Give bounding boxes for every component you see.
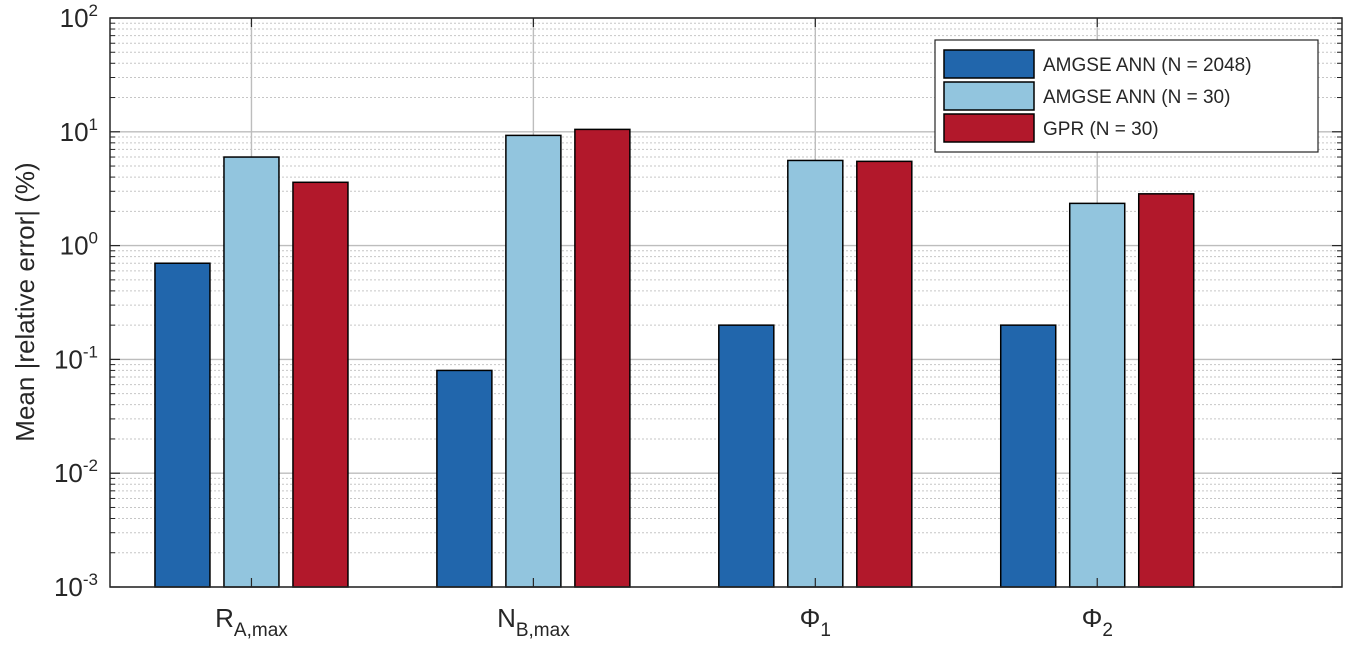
y-tick-base: 10 <box>54 458 83 488</box>
y-tick-label: 102 <box>60 1 98 33</box>
bar <box>574 128 631 588</box>
x-tick-main: Φ <box>800 603 821 633</box>
bar <box>223 156 280 588</box>
legend-label: GPR (N = 30) <box>1043 119 1159 140</box>
legend-swatch <box>943 49 1035 79</box>
bar <box>787 159 844 588</box>
legend-label: AMGSE ANN (N = 2048) <box>1043 55 1252 76</box>
x-tick-subscript: 2 <box>1102 620 1113 641</box>
bar <box>436 369 493 588</box>
x-tick-label: Φ1 <box>800 603 831 641</box>
x-tick-subscript: 1 <box>820 620 831 641</box>
x-tick-label: Φ2 <box>1082 603 1113 641</box>
y-tick-label: 100 <box>60 229 98 261</box>
y-tick-exponent: -2 <box>83 456 98 475</box>
bar <box>856 160 913 588</box>
y-tick-base: 10 <box>54 344 83 374</box>
legend-label: AMGSE ANN (N = 30) <box>1043 87 1230 108</box>
y-axis-label: Mean |relative error| (%) <box>10 162 40 441</box>
x-tick-main: R <box>215 603 234 633</box>
y-tick-label: 10-1 <box>54 342 98 374</box>
y-tick-label: 10-2 <box>54 456 98 488</box>
bar <box>1137 193 1195 588</box>
y-tick-base: 10 <box>54 572 83 602</box>
bar <box>154 262 211 588</box>
x-tick-label: RA,max <box>215 603 288 641</box>
y-tick-base: 10 <box>60 117 89 147</box>
y-tick-exponent: 1 <box>89 115 98 134</box>
tick-marks <box>110 17 1342 588</box>
y-tick-exponent: -3 <box>83 570 98 589</box>
bar <box>718 324 775 588</box>
legend: AMGSE ANN (N = 2048) AMGSE ANN (N = 30) GP… <box>934 39 1319 153</box>
x-tick-main: Φ <box>1082 603 1103 633</box>
x-tick-main: N <box>497 603 516 633</box>
x-tick-label: NB,max <box>497 603 570 641</box>
x-tick-subscript: B,max <box>516 620 570 641</box>
y-tick-exponent: 0 <box>89 229 98 248</box>
bar <box>505 134 562 588</box>
legend-swatch <box>943 113 1035 143</box>
y-tick-exponent: 2 <box>89 1 98 20</box>
bar <box>999 324 1057 588</box>
plot-frame <box>109 17 1343 588</box>
y-tick-exponent: -1 <box>83 342 98 361</box>
y-tick-base: 10 <box>60 231 89 261</box>
x-tick-labels: RA,max NB,max Φ1 Φ2 <box>215 603 1113 641</box>
x-tick-subscript: A,max <box>234 620 288 641</box>
bar <box>1068 202 1126 588</box>
bar <box>292 181 349 588</box>
legend-swatch <box>943 81 1035 111</box>
y-tick-base: 10 <box>60 3 89 33</box>
bars <box>154 128 1195 588</box>
y-tick-label: 10-3 <box>54 570 98 602</box>
y-tick-label: 101 <box>60 115 98 147</box>
